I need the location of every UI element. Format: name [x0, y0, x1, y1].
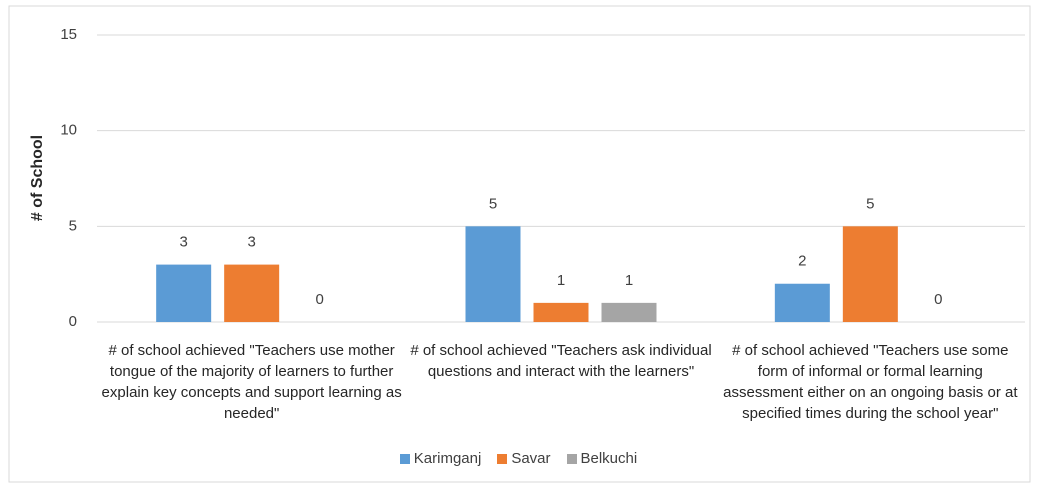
data-label: 5 [489, 195, 497, 212]
x-tick-label: # of school achieved "Teachers ask indiv… [410, 342, 712, 380]
bar [533, 302, 589, 322]
data-label: 0 [934, 291, 942, 308]
bar [601, 302, 657, 322]
x-tick-label: # of school achieved "Teachers use some … [723, 342, 1018, 422]
x-tick-label: # of school achieved "Teachers use mothe… [101, 342, 402, 422]
bar [224, 264, 280, 322]
y-tick-label: 0 [69, 313, 77, 330]
data-label: 1 [557, 272, 565, 289]
data-label: 5 [866, 195, 874, 212]
legend-swatch [399, 453, 410, 464]
data-label: 1 [625, 272, 633, 289]
data-label: 3 [247, 234, 255, 251]
legend-label: Savar [511, 450, 551, 467]
legend-swatch [566, 453, 577, 464]
bar [465, 226, 521, 322]
y-axis-title: # of School [29, 135, 46, 221]
bar [156, 264, 212, 322]
bar [842, 226, 898, 322]
bar [774, 283, 830, 322]
legend-item: Karimganj [399, 450, 482, 467]
legend-item: Savar [497, 450, 551, 467]
legend-swatch [497, 453, 508, 464]
data-label: 2 [798, 253, 806, 270]
legend-item: Belkuchi [566, 450, 638, 467]
data-label: 0 [315, 291, 323, 308]
legend: Karimganj Savar Belkuchi [0, 450, 1037, 467]
y-tick-label: 5 [69, 217, 77, 234]
data-label: 3 [179, 234, 187, 251]
y-tick-label: 10 [60, 122, 77, 139]
legend-label: Karimganj [413, 450, 482, 467]
legend-label: Belkuchi [580, 450, 638, 467]
y-tick-label: 15 [60, 26, 77, 43]
